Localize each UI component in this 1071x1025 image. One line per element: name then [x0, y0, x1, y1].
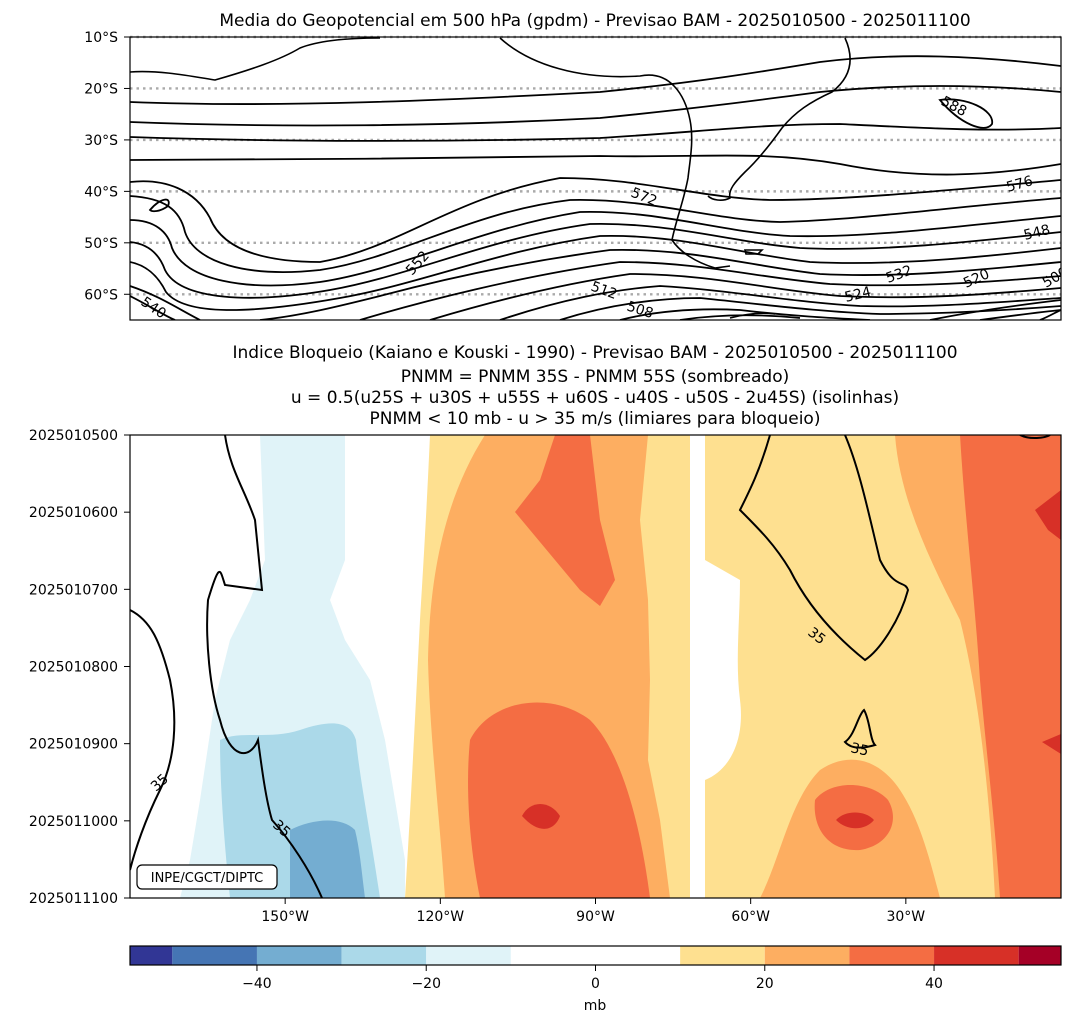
lat-tick-label: 50°S: [84, 236, 118, 252]
colorbar-bin: [256, 946, 342, 965]
time-tick-label: 2025010700: [29, 582, 118, 598]
lon-tick-label: 60°W: [731, 909, 770, 925]
time-tick-label: 2025010600: [29, 505, 118, 521]
colorbar-bin: [130, 946, 173, 965]
shade-30-north: [515, 435, 615, 606]
colorbar-bins: [130, 946, 1061, 965]
time-tick-label: 2025011100: [29, 891, 118, 907]
contour-552: [130, 234, 1061, 311]
u-contours: [130, 435, 1051, 898]
lon-tick-label: 30°W: [886, 909, 925, 925]
contour-556: [130, 222, 1061, 299]
colorbar-bin: [341, 946, 427, 965]
label-508: 508: [625, 299, 655, 322]
hovmoller-plot: 35 35 35 35 INPE/CGCT/DIPTC 202501050020…: [29, 428, 1062, 925]
colorbar-bin: [1018, 946, 1061, 965]
time-axis: 2025010500 2025010600 2025010700 2025010800…: [29, 428, 130, 907]
colorbar-bin: [510, 946, 681, 965]
bottom-title-line-4: PNMM < 10 mb - u > 35 m/s (limiares para…: [370, 409, 821, 429]
top-title: Media do Geopotencial em 500 hPa (gpdm) …: [219, 11, 970, 31]
credit-text: INPE/CGCT/DIPTC: [151, 871, 263, 886]
bottom-title-line-2: PNMM = PNMM 35S - PNMM 55S (sombreado): [401, 367, 790, 387]
bottom-title-line-3: u = 0.5(u25S + u30S + u55S + u60S - u40S…: [291, 388, 899, 408]
time-tick-label: 2025010800: [29, 660, 118, 676]
contour-584: [130, 85, 1061, 127]
contour-544: [359, 261, 1061, 320]
u-label-2: 35: [849, 740, 870, 759]
lat-tick-label: 10°S: [84, 30, 118, 46]
time-tick-label: 2025010900: [29, 737, 118, 753]
colorbar-bin: [426, 946, 511, 965]
label-576: 576: [1005, 173, 1035, 196]
shade-40-a: [522, 804, 560, 829]
colorbar-ticks: −40 −20 0 20 40: [242, 965, 943, 992]
colorbar-bin: [680, 946, 765, 965]
top-map-frame: [129, 36, 1062, 321]
colorbar-tick-label: 40: [925, 976, 943, 992]
geopotential-contours: [130, 55, 1061, 320]
contour-560: [130, 211, 1061, 287]
shade-40-c: [1035, 490, 1061, 540]
lat-tick-label: 30°S: [84, 133, 118, 149]
contour-548: [130, 248, 1061, 320]
u35-small-loop: [843, 708, 877, 749]
colorbar-bin: [849, 946, 935, 965]
top-map: 588 576 572 552 548 540 532 524 520 512 …: [84, 30, 1062, 322]
bottom-title-line-1: Indice Bloqueio (Kaiano e Kouski - 1990)…: [232, 343, 957, 363]
contour-564: [130, 195, 1061, 273]
top-y-axis: 10°S 20°S 30°S 40°S 50°S 60°S: [84, 30, 130, 303]
colorbar-label: mb: [584, 998, 607, 1014]
colorbar-tick-label: −20: [411, 976, 441, 992]
south-america-east-coast: [707, 37, 851, 201]
lat-tick-label: 60°S: [84, 287, 118, 303]
colorbar-bin: [764, 946, 850, 965]
contour-524: [679, 314, 801, 320]
shade-neg30: [290, 820, 365, 898]
colorbar: −40 −20 0 20 40 mb: [129, 945, 1062, 1014]
colorbar-tick-label: 0: [591, 976, 600, 992]
lon-tick-label: 150°W: [261, 909, 309, 925]
time-tick-label: 2025011000: [29, 814, 118, 830]
lon-tick-label: 90°W: [576, 909, 615, 925]
u35-east-loop: [738, 435, 1051, 662]
colorbar-tick-label: 20: [756, 976, 774, 992]
u35-inner: [206, 435, 323, 898]
shade-40-b: [836, 812, 874, 829]
colorbar-bin: [172, 946, 257, 965]
contour-540: [130, 273, 1061, 320]
lon-tick-label: 120°W: [417, 909, 465, 925]
credit-box: INPE/CGCT/DIPTC: [136, 864, 278, 890]
bottom-titles: Indice Bloqueio (Kaiano e Kouski - 1990)…: [232, 343, 957, 429]
contour-588: [130, 55, 1061, 105]
label-524: 524: [843, 284, 873, 306]
pnmm-shading: [180, 435, 1061, 898]
contour-572: [130, 177, 1061, 263]
contour-520: [929, 299, 1061, 320]
longitude-axis: 150°W 120°W 90°W 60°W 30°W: [261, 898, 925, 925]
label-548: 548: [1022, 222, 1052, 244]
contour-576: [130, 154, 1061, 176]
contour-516: [979, 309, 1061, 320]
lat-tick-label: 40°S: [84, 184, 118, 200]
contour-592: [938, 98, 993, 129]
contour-536: [499, 285, 1061, 320]
contour-528: [619, 308, 871, 320]
credit-box-frame: [136, 864, 278, 890]
shade-30: [468, 702, 650, 898]
u35-west: [130, 609, 176, 871]
contour-580: [130, 123, 1061, 142]
shade-30-east: [960, 435, 1061, 898]
africa-coast: [130, 37, 381, 81]
colorbar-bin: [934, 946, 1019, 965]
colorbar-tick-label: −40: [242, 976, 272, 992]
lat-tick-label: 20°S: [84, 81, 118, 97]
shade-40-d: [1042, 734, 1061, 754]
time-tick-label: 2025010500: [29, 428, 118, 444]
contour-500: [1039, 309, 1061, 320]
